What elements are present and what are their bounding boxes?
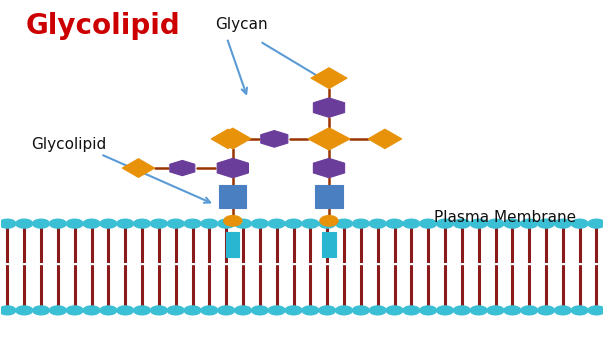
Ellipse shape <box>16 219 32 228</box>
Polygon shape <box>211 129 245 149</box>
Ellipse shape <box>268 219 285 228</box>
Ellipse shape <box>285 219 302 228</box>
Ellipse shape <box>218 306 235 315</box>
Ellipse shape <box>150 219 167 228</box>
Ellipse shape <box>32 219 50 228</box>
Text: Glycolipid: Glycolipid <box>31 137 107 152</box>
Ellipse shape <box>571 219 588 228</box>
Ellipse shape <box>201 306 218 315</box>
Ellipse shape <box>470 306 487 315</box>
Circle shape <box>224 216 242 226</box>
Ellipse shape <box>386 219 403 228</box>
Polygon shape <box>311 68 347 89</box>
Ellipse shape <box>218 219 235 228</box>
Bar <box>316 186 343 208</box>
Ellipse shape <box>554 306 571 315</box>
Ellipse shape <box>403 219 420 228</box>
Ellipse shape <box>134 306 150 315</box>
Ellipse shape <box>420 306 436 315</box>
Ellipse shape <box>319 219 335 228</box>
Ellipse shape <box>117 306 134 315</box>
Ellipse shape <box>134 219 150 228</box>
Ellipse shape <box>201 219 218 228</box>
Ellipse shape <box>268 306 285 315</box>
Ellipse shape <box>235 306 251 315</box>
Ellipse shape <box>50 306 66 315</box>
Ellipse shape <box>538 306 554 315</box>
Ellipse shape <box>504 219 521 228</box>
Ellipse shape <box>335 306 352 315</box>
Ellipse shape <box>16 306 32 315</box>
Polygon shape <box>122 159 154 177</box>
Polygon shape <box>308 128 350 150</box>
Ellipse shape <box>420 219 436 228</box>
Ellipse shape <box>100 219 117 228</box>
Ellipse shape <box>167 219 184 228</box>
Polygon shape <box>313 98 345 117</box>
Ellipse shape <box>251 306 268 315</box>
Ellipse shape <box>117 219 134 228</box>
Ellipse shape <box>50 219 66 228</box>
Ellipse shape <box>335 219 352 228</box>
Ellipse shape <box>470 219 487 228</box>
Ellipse shape <box>403 306 420 315</box>
Ellipse shape <box>302 219 319 228</box>
Ellipse shape <box>184 219 201 228</box>
Ellipse shape <box>66 219 83 228</box>
Ellipse shape <box>235 219 251 228</box>
Ellipse shape <box>66 306 83 315</box>
Ellipse shape <box>588 219 605 228</box>
Ellipse shape <box>454 219 470 228</box>
Ellipse shape <box>352 306 369 315</box>
Ellipse shape <box>454 306 470 315</box>
Ellipse shape <box>352 219 369 228</box>
Ellipse shape <box>369 219 386 228</box>
Ellipse shape <box>285 306 302 315</box>
Ellipse shape <box>167 306 184 315</box>
Ellipse shape <box>0 306 16 315</box>
Ellipse shape <box>538 219 554 228</box>
Ellipse shape <box>369 306 386 315</box>
Ellipse shape <box>0 219 16 228</box>
Polygon shape <box>217 158 248 178</box>
Ellipse shape <box>100 306 117 315</box>
Polygon shape <box>261 131 288 147</box>
Ellipse shape <box>83 219 100 228</box>
Ellipse shape <box>487 306 504 315</box>
Ellipse shape <box>302 306 319 315</box>
Ellipse shape <box>436 219 454 228</box>
Ellipse shape <box>386 306 403 315</box>
Ellipse shape <box>521 306 538 315</box>
Circle shape <box>320 216 338 226</box>
Polygon shape <box>368 129 402 149</box>
Ellipse shape <box>150 306 167 315</box>
Ellipse shape <box>32 306 50 315</box>
Bar <box>226 232 240 257</box>
Bar <box>219 186 246 208</box>
Ellipse shape <box>554 219 571 228</box>
Text: Glycolipid: Glycolipid <box>25 12 180 40</box>
Ellipse shape <box>184 306 201 315</box>
Ellipse shape <box>571 306 588 315</box>
Ellipse shape <box>319 306 335 315</box>
Polygon shape <box>170 160 195 176</box>
Ellipse shape <box>588 306 605 315</box>
Ellipse shape <box>504 306 521 315</box>
Polygon shape <box>215 128 251 149</box>
Text: Glycan: Glycan <box>216 17 268 32</box>
Ellipse shape <box>83 306 100 315</box>
Bar <box>322 232 335 257</box>
Ellipse shape <box>487 219 504 228</box>
Ellipse shape <box>251 219 268 228</box>
Polygon shape <box>313 158 345 178</box>
Text: Plasma Membrane: Plasma Membrane <box>434 210 576 225</box>
Ellipse shape <box>521 219 538 228</box>
Ellipse shape <box>436 306 454 315</box>
